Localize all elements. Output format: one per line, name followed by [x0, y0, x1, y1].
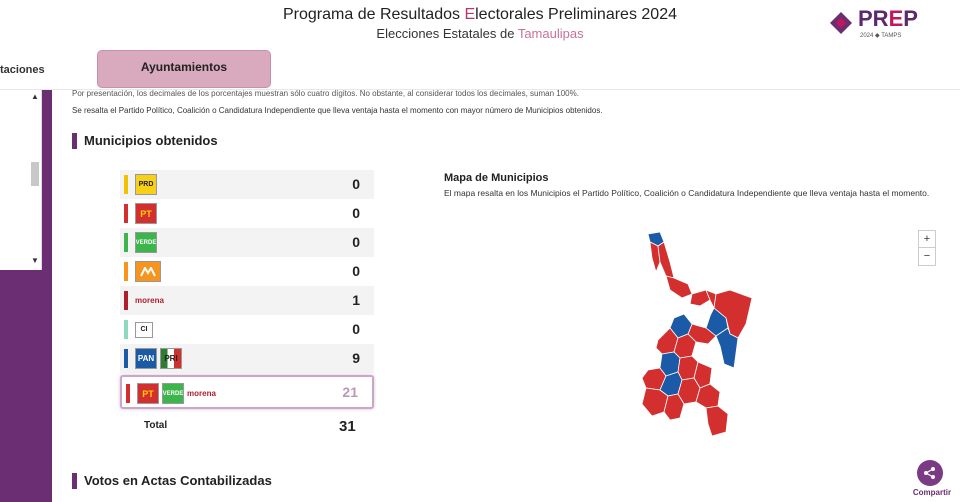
- morena-logo: morena: [187, 389, 216, 398]
- count: 0: [352, 263, 360, 279]
- morena-logo: morena: [135, 296, 164, 305]
- municipios-table: PRD 0 PT 0 VERDE 0 0 morena 1 CI 0: [120, 170, 374, 409]
- header: Programa de Resultados Electorales Preli…: [0, 0, 960, 48]
- share-icon[interactable]: [917, 460, 943, 486]
- notes: Por presentación, los decimales de los p…: [72, 85, 603, 119]
- verde-logo: VERDE: [135, 232, 157, 253]
- ci-logo: CI: [135, 321, 153, 338]
- prd-logo: PRD: [135, 174, 157, 195]
- table-row: morena 1: [120, 286, 374, 315]
- pan-logo: PAN: [135, 348, 157, 369]
- pt-logo: PT: [135, 203, 157, 224]
- map-region: [717, 387, 737, 415]
- prep-diamond-icon: [830, 12, 852, 34]
- note-highlight: Se resalta el Partido Político, Coalició…: [72, 106, 603, 115]
- map-title: Mapa de Municipios: [444, 172, 549, 184]
- share-label: Compartir: [912, 488, 952, 497]
- map-region: [705, 405, 729, 437]
- count: 1: [352, 292, 360, 308]
- total-value: 31: [339, 418, 356, 435]
- table-row: PAN PRI 9: [120, 344, 374, 373]
- map-region: [665, 275, 693, 299]
- scroll-down-icon[interactable]: ▼: [31, 256, 39, 265]
- municipios-map[interactable]: [634, 228, 754, 438]
- side-scrollbar[interactable]: ▲ ▼: [30, 92, 40, 266]
- zoom-in-button[interactable]: +: [919, 231, 935, 248]
- map-region: [645, 347, 663, 371]
- share-button[interactable]: Compartir: [906, 458, 956, 502]
- scroll-up-icon[interactable]: ▲: [31, 92, 39, 101]
- section-municipios-title: Municipios obtenidos: [72, 133, 218, 149]
- pri-logo: PRI: [160, 348, 182, 369]
- table-row: 0: [120, 257, 374, 286]
- tab-ayuntamientos[interactable]: Ayuntamientos: [97, 50, 271, 88]
- table-row: PRD 0: [120, 170, 374, 199]
- table-row: VERDE 0: [120, 228, 374, 257]
- map-region: [649, 241, 661, 274]
- verde-logo: VERDE: [162, 383, 184, 404]
- total-label: Total: [144, 420, 168, 431]
- page-title: Programa de Resultados Electorales Preli…: [283, 6, 677, 23]
- count: 0: [352, 176, 360, 192]
- count: 0: [352, 321, 360, 337]
- table-row: PT 0: [120, 199, 374, 228]
- count: 21: [342, 384, 358, 400]
- note-decimals: Por presentación, los decimales de los p…: [72, 89, 579, 98]
- count: 9: [352, 350, 360, 366]
- map-region: [657, 241, 675, 279]
- map-region: [689, 289, 711, 307]
- page-subtitle: Elecciones Estatales de Tamaulipas: [376, 26, 584, 41]
- zoom-out-button[interactable]: −: [923, 250, 931, 262]
- count: 0: [352, 234, 360, 250]
- table-row: CI 0: [120, 315, 374, 344]
- pt-logo: PT: [137, 383, 159, 404]
- scroll-thumb[interactable]: [31, 162, 39, 186]
- map-zoom-controls: + −: [918, 230, 936, 266]
- logo-tagline: 2024 ◆ TAMPS: [860, 33, 902, 39]
- count: 0: [352, 205, 360, 221]
- mc-logo: [135, 261, 161, 282]
- tab-diputaciones[interactable]: taciones: [0, 64, 45, 76]
- table-row-leading: PT VERDE morena 21: [120, 375, 374, 409]
- section-votos-title: Votos en Actas Contabilizadas: [72, 473, 272, 489]
- prep-logo[interactable]: PREP 2024 ◆ TAMPS: [830, 6, 922, 40]
- map-description: El mapa resalta en los Municipios el Par…: [444, 188, 930, 198]
